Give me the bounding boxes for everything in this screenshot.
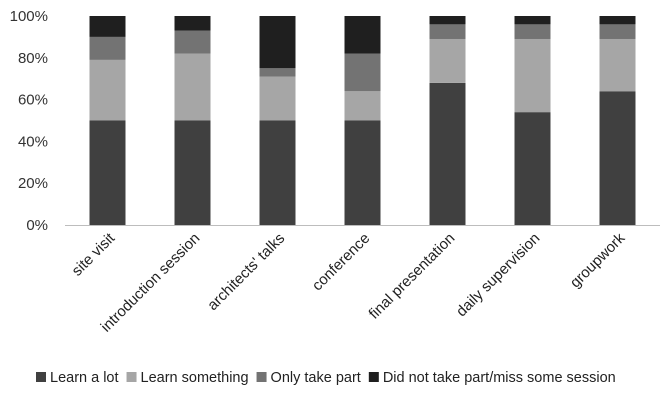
legend-swatch [368, 372, 379, 382]
bar-segment-2-1 [89, 59, 126, 121]
bar-segment-1-2 [174, 120, 211, 225]
bar-segment-4-4 [344, 16, 381, 54]
category-label: conference [309, 230, 374, 295]
bar-segment-1-3 [259, 120, 296, 225]
y-tick-label: 0% [26, 217, 48, 234]
bar-segment-3-5 [429, 24, 466, 39]
bar-segment-3-4 [344, 53, 381, 92]
y-tick-label: 60% [18, 92, 48, 109]
bar-segment-2-3 [259, 76, 296, 121]
legend-swatch [36, 372, 46, 382]
bar-segment-2-2 [174, 53, 211, 121]
legend-label: Learn something [141, 370, 249, 386]
bar-segment-3-3 [259, 68, 296, 77]
category-label: architects' talks [204, 230, 288, 314]
legend-swatch [256, 372, 267, 382]
bar-segment-2-5 [429, 38, 466, 83]
category-label: site visit [69, 229, 119, 279]
bar-segment-2-4 [344, 91, 381, 121]
bar-segment-3-2 [174, 30, 211, 54]
legend: Learn a lot Learn something Only take part… [36, 370, 616, 386]
legend-swatch [126, 372, 137, 382]
category-label: final presentation [366, 230, 459, 323]
bar-segment-4-5 [429, 16, 466, 25]
bar-segment-4-1 [89, 16, 126, 37]
bars [89, 16, 636, 226]
bar-segment-4-3 [259, 16, 296, 69]
bar-segment-4-6 [514, 16, 551, 25]
y-tick-label: 100% [10, 8, 48, 25]
y-tick-label: 20% [18, 175, 48, 192]
bar-segment-1-6 [514, 112, 551, 225]
bar-segment-1-5 [429, 82, 466, 225]
bar-segment-4-2 [174, 16, 211, 31]
bar-segment-2-7 [599, 38, 636, 92]
bar-segment-2-6 [514, 38, 551, 113]
category-label: groupwork [567, 229, 629, 291]
legend-label: Learn a lot [50, 370, 119, 386]
bar-segment-3-1 [89, 36, 126, 60]
y-tick-label: 40% [18, 133, 48, 150]
y-tick-label: 80% [18, 50, 48, 67]
category-label: daily supervision [453, 230, 543, 320]
bar-segment-4-7 [599, 16, 636, 25]
bar-segment-1-7 [599, 91, 636, 226]
legend-label: Only take part [271, 370, 361, 386]
legend-label: Did not take part/miss some session [383, 370, 616, 386]
bar-segment-3-7 [599, 24, 636, 39]
bar-segment-3-6 [514, 24, 551, 39]
bar-segment-1-4 [344, 120, 381, 225]
y-axis: 0% 20% 40% 60% 80% 100% [10, 8, 48, 234]
bar-segment-1-1 [89, 120, 126, 225]
